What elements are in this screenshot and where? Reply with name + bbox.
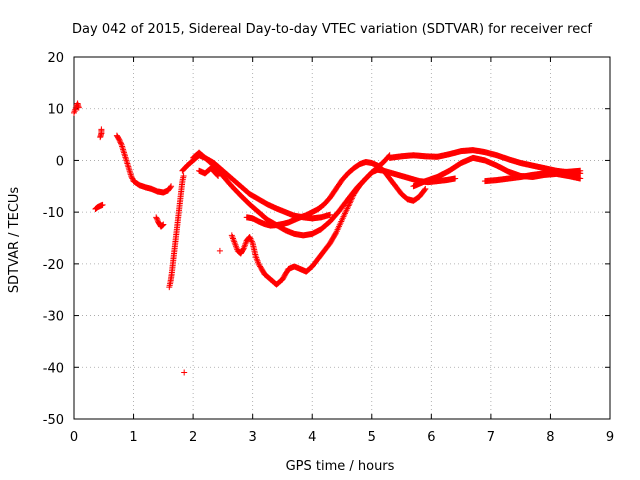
data-point [348,195,355,202]
data-point [116,136,123,143]
data-point [344,203,351,210]
data-point [327,211,334,218]
series-track-l [196,165,222,179]
data-point [128,174,135,181]
data-point [577,167,584,174]
data-point [99,201,106,208]
axis-ticks: 0 1 2 3 4 5 6 7 8 9 20 10 0 -10 -20 -30 -40 -50 [43,51,614,445]
x-tick-label: 1 [129,430,137,445]
data-point [452,175,459,182]
data-point [421,186,428,193]
data-point [153,215,160,222]
data-point [98,126,105,133]
data-point [255,260,262,267]
series-track-m [216,247,223,254]
series-track-d [113,132,175,196]
data-point [75,104,82,111]
x-tick-label: 2 [189,430,197,445]
data-point [345,202,352,209]
series-track-g [181,369,188,376]
data-point [240,246,247,253]
data-point [180,172,187,179]
y-axis-label: SDTVAR / TECUs [7,187,22,294]
x-tick-label: 7 [487,430,495,445]
data-point [128,172,135,179]
x-tick-label: 6 [427,430,435,445]
x-tick-label: 5 [368,430,376,445]
x-tick-label: 4 [308,430,316,445]
x-axis-label: GPS time / hours [286,459,395,474]
y-tick-label: -40 [43,361,64,376]
series-track-a [71,100,82,116]
series-track-e [153,214,167,230]
data-point [168,183,175,190]
data-point [154,216,161,223]
x-tick-label: 3 [249,430,257,445]
data-markers [71,100,584,376]
y-tick-label: 20 [47,51,64,66]
data-point [160,221,167,228]
data-point [257,263,264,270]
data-point [216,247,223,254]
data-point [215,172,222,179]
series-track-j [243,158,429,229]
data-point [118,140,125,147]
grid-lines [74,57,610,419]
data-point [159,222,166,229]
plot-frame [73,56,611,420]
data-point [181,369,188,376]
data-point [214,172,221,179]
data-point [117,139,124,146]
data-point [347,198,354,205]
x-tick-label: 9 [606,430,614,445]
data-point [153,214,160,221]
x-tick-label: 0 [70,430,78,445]
data-point [350,192,357,199]
data-point [348,196,355,203]
data-point [346,199,353,206]
y-tick-label: 10 [47,103,64,118]
data-point [422,185,429,192]
y-tick-label: -50 [43,413,64,428]
data-point [349,193,356,200]
series-track-f [166,172,187,291]
data-point [159,222,166,229]
data-point [256,262,263,269]
data-point [332,230,339,237]
data-point [167,184,174,191]
series-track-p [481,167,584,185]
chart-title: Day 042 of 2015, Sidereal Day-to-day VTE… [72,22,592,37]
series-track-b [92,201,106,213]
x-tick-label: 8 [546,430,554,445]
data-point [346,201,353,208]
y-tick-label: -10 [43,206,64,221]
data-point [577,175,584,182]
y-tick-label: -20 [43,258,64,273]
y-tick-label: -30 [43,310,64,325]
data-point [129,175,136,182]
series-track-c [97,126,105,141]
y-tick-label: 0 [56,154,64,169]
data-point [116,138,123,145]
